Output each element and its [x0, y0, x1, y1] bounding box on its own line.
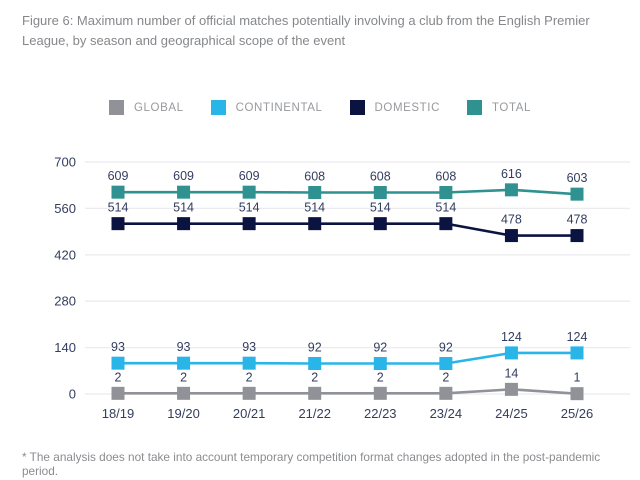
- y-tick-label-420: 420: [54, 247, 76, 262]
- value-label-domestic-25-26: 478: [567, 213, 588, 227]
- value-label-global-21-22: 2: [311, 370, 318, 384]
- series-total-line: [118, 188, 578, 196]
- value-label-total-25-26: 603: [567, 171, 588, 185]
- marker-global-25-26: [570, 387, 584, 401]
- marker-continental-23-24: [439, 357, 453, 371]
- marker-total-23-24: [439, 185, 453, 199]
- x-tick-label-22-23: 22/23: [364, 406, 397, 421]
- marker-domestic-19-20: [177, 217, 191, 231]
- y-tick-label-560: 560: [54, 201, 76, 216]
- legend-swatch-icon-domestic: [349, 100, 365, 115]
- marker-global-19-20: [177, 386, 191, 400]
- marker-total-21-22: [308, 185, 322, 199]
- value-label-total-19-20: 609: [173, 169, 194, 183]
- marker-domestic-24-25: [504, 229, 518, 243]
- marker-domestic-20-21: [242, 217, 256, 231]
- legend-swatch-icon-total: [467, 100, 483, 115]
- marker-total-19-20: [177, 185, 191, 199]
- marker-domestic-22-23: [373, 217, 387, 231]
- series-domestic-line: [118, 222, 577, 237]
- y-tick-label-140: 140: [54, 340, 76, 355]
- x-tick-label-25-26: 25/26: [561, 406, 594, 421]
- marker-domestic-25-26: [570, 229, 584, 243]
- legend-item-global: GLOBAL: [108, 100, 184, 115]
- figure-footnote: * The analysis does not take into accoun…: [22, 450, 601, 478]
- marker-continental-22-23: [373, 357, 387, 371]
- legend-label: DOMESTIC: [374, 101, 441, 114]
- marker-domestic-23-24: [439, 217, 453, 231]
- legend-item-continental: CONTINENTAL: [210, 100, 323, 115]
- marker-continental-21-22: [308, 357, 322, 371]
- x-tick-label-23-24: 23/24: [430, 406, 463, 421]
- x-tick-label-20-21: 20/21: [233, 406, 266, 421]
- x-tick-label-19-20: 19/20: [167, 406, 200, 421]
- x-tick-label-18-19: 18/19: [102, 406, 135, 421]
- value-label-continental-21-22: 92: [308, 341, 322, 355]
- x-tick-label-24-25: 24/25: [495, 406, 528, 421]
- y-tick-label-0: 0: [69, 387, 76, 402]
- value-label-domestic-19-20: 514: [173, 201, 194, 215]
- marker-global-21-22: [308, 386, 322, 400]
- series-global-line: [118, 388, 578, 395]
- marker-continental-24-25: [504, 346, 518, 360]
- series-continental-line: [118, 351, 577, 365]
- value-label-domestic-20-21: 514: [239, 201, 260, 215]
- value-label-global-20-21: 2: [246, 370, 253, 384]
- marker-global-20-21: [242, 386, 256, 400]
- marker-global-18-19: [111, 386, 125, 400]
- value-label-continental-22-23: 92: [373, 341, 387, 355]
- marker-total-24-25: [504, 183, 518, 197]
- legend-label: CONTINENTAL: [235, 101, 323, 114]
- chart-legend: GLOBAL CONTINENTAL DOMESTIC TOTAL: [0, 100, 640, 115]
- marker-domestic-18-19: [111, 217, 125, 231]
- legend-item-domestic: DOMESTIC: [349, 100, 441, 115]
- y-tick-label-280: 280: [54, 294, 76, 309]
- value-label-global-18-19: 2: [115, 370, 122, 384]
- value-label-total-18-19: 609: [108, 169, 129, 183]
- value-label-continental-18-19: 93: [111, 340, 125, 354]
- value-label-continental-25-26: 124: [567, 330, 588, 344]
- value-label-domestic-22-23: 514: [370, 201, 391, 215]
- legend-label: TOTAL: [492, 101, 532, 114]
- marker-global-23-24: [439, 386, 453, 400]
- marker-total-25-26: [570, 187, 584, 201]
- marker-total-22-23: [373, 185, 387, 199]
- marker-global-22-23: [373, 386, 387, 400]
- marker-total-20-21: [242, 185, 256, 199]
- value-label-total-24-25: 616: [501, 167, 522, 181]
- marker-continental-19-20: [177, 356, 191, 370]
- value-label-continental-24-25: 124: [501, 330, 522, 344]
- value-label-total-21-22: 608: [304, 169, 325, 183]
- marker-total-18-19: [111, 185, 125, 199]
- value-label-global-23-24: 2: [442, 370, 449, 384]
- figure-title: Figure 6: Maximum number of official mat…: [22, 13, 590, 48]
- value-label-global-24-25: 14: [504, 366, 518, 380]
- value-label-total-23-24: 608: [435, 169, 456, 183]
- value-label-global-25-26: 1: [574, 371, 581, 385]
- value-label-total-22-23: 608: [370, 169, 391, 183]
- y-tick-label-700: 700: [54, 155, 76, 170]
- marker-domestic-21-22: [308, 217, 322, 231]
- marker-global-24-25: [504, 382, 518, 396]
- legend-label: GLOBAL: [133, 101, 184, 114]
- value-label-domestic-18-19: 514: [108, 201, 129, 215]
- legend-item-total: TOTAL: [467, 100, 531, 115]
- value-label-global-22-23: 2: [377, 370, 384, 384]
- value-label-continental-19-20: 93: [177, 340, 191, 354]
- value-label-total-20-21: 609: [239, 169, 260, 183]
- marker-continental-20-21: [242, 356, 256, 370]
- legend-swatch-icon-continental: [210, 100, 226, 115]
- value-label-continental-23-24: 92: [439, 341, 453, 355]
- value-label-domestic-23-24: 514: [435, 201, 456, 215]
- marker-continental-25-26: [570, 346, 584, 360]
- marker-continental-18-19: [111, 356, 125, 370]
- x-tick-label-21-22: 21/22: [298, 406, 331, 421]
- value-label-global-19-20: 2: [180, 370, 187, 384]
- value-label-domestic-24-25: 478: [501, 213, 522, 227]
- legend-swatch-icon-global: [108, 100, 124, 115]
- value-label-continental-20-21: 93: [242, 340, 256, 354]
- value-label-domestic-21-22: 514: [304, 201, 325, 215]
